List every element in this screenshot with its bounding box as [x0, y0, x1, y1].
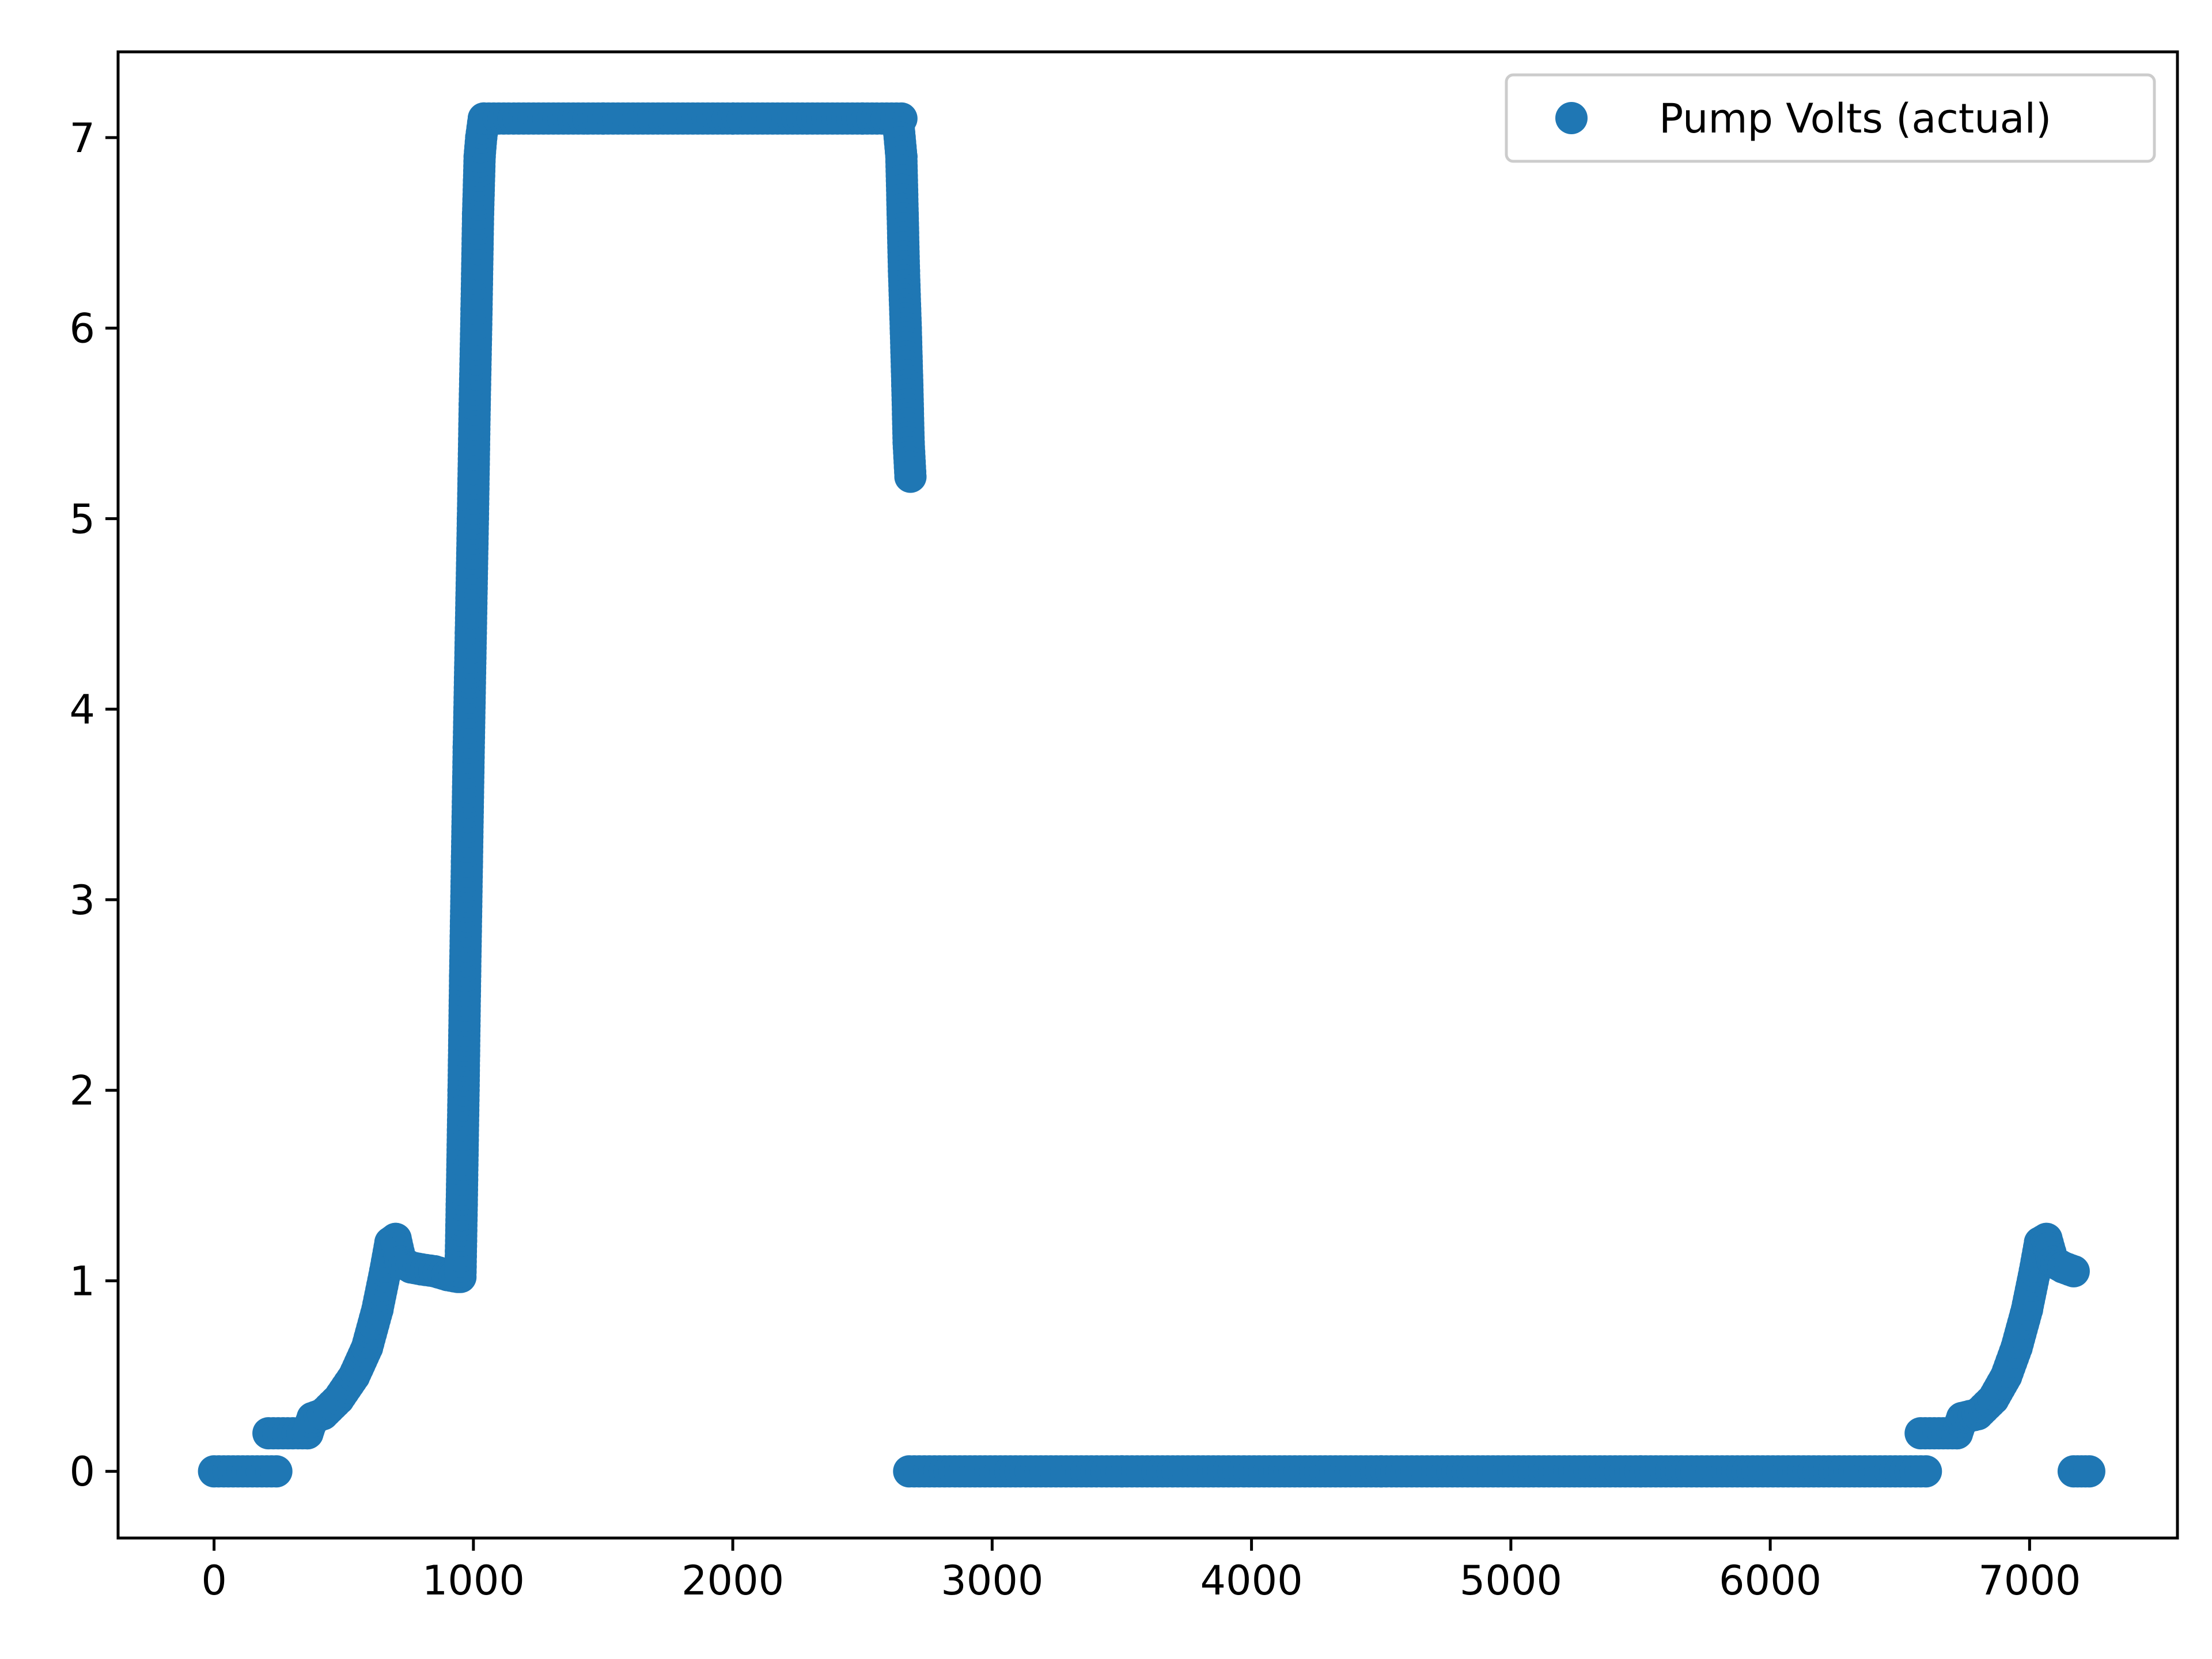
- x-tick-label-1000: 1000: [422, 1557, 525, 1604]
- axes: 0 1000 2000 3000 4000 5000 6000 7000 0 1 2 3 4 5 6 7: [69, 50, 2179, 1604]
- x-tick-label-4000: 4000: [1200, 1557, 1303, 1604]
- axes-frame: [116, 50, 2179, 1540]
- y-tick-label-3: 3: [69, 877, 95, 924]
- x-tick-label-5000: 5000: [1460, 1557, 1562, 1604]
- y-tick-label-7: 7: [69, 115, 95, 162]
- y-tick-label-0: 0: [69, 1448, 95, 1495]
- y-tick-label-5: 5: [69, 495, 95, 543]
- data-point-724: [1910, 1455, 1942, 1488]
- y-tick-label-1: 1: [69, 1257, 95, 1305]
- legend-marker: [1555, 102, 1588, 134]
- x-tick-label-6000: 6000: [1719, 1557, 1821, 1604]
- data-point-810: [2073, 1455, 2105, 1488]
- x-tick-label-0: 0: [201, 1557, 227, 1604]
- y-tick-label-4: 4: [69, 686, 95, 733]
- legend-frame: [1505, 73, 2156, 163]
- x-tick-label-3000: 3000: [941, 1557, 1043, 1604]
- y-tick-label-6: 6: [69, 305, 95, 353]
- legend: Pump Volts (actual): [1505, 73, 2156, 163]
- data-points: [198, 102, 2105, 1488]
- x-tick-label-7000: 7000: [1978, 1557, 2081, 1604]
- y-tick-label-2: 2: [69, 1067, 95, 1115]
- data-point-805: [2057, 1255, 2090, 1287]
- x-tick-label-2000: 2000: [681, 1557, 784, 1604]
- data-point-13: [260, 1455, 293, 1488]
- legend-label: Pump Volts (actual): [1659, 95, 2051, 142]
- data-point-520: [894, 460, 927, 493]
